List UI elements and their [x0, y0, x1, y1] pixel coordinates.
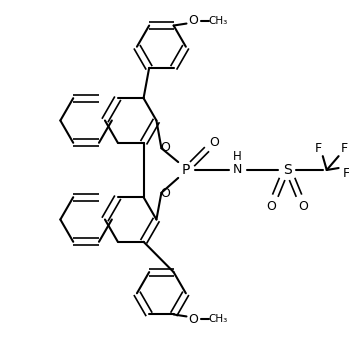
Text: F: F: [315, 142, 322, 155]
Text: H: H: [233, 149, 242, 163]
Text: O: O: [298, 200, 308, 213]
Text: O: O: [209, 136, 219, 149]
Text: F: F: [341, 142, 348, 155]
Text: F: F: [343, 167, 349, 180]
Text: O: O: [161, 187, 170, 200]
Text: O: O: [161, 141, 170, 154]
Text: CH₃: CH₃: [209, 16, 228, 25]
Text: O: O: [188, 313, 198, 326]
Text: CH₃: CH₃: [209, 314, 228, 324]
Text: N: N: [233, 163, 242, 177]
Text: S: S: [283, 163, 291, 177]
Text: P: P: [182, 163, 190, 177]
Text: O: O: [266, 200, 276, 213]
Text: O: O: [188, 14, 198, 27]
